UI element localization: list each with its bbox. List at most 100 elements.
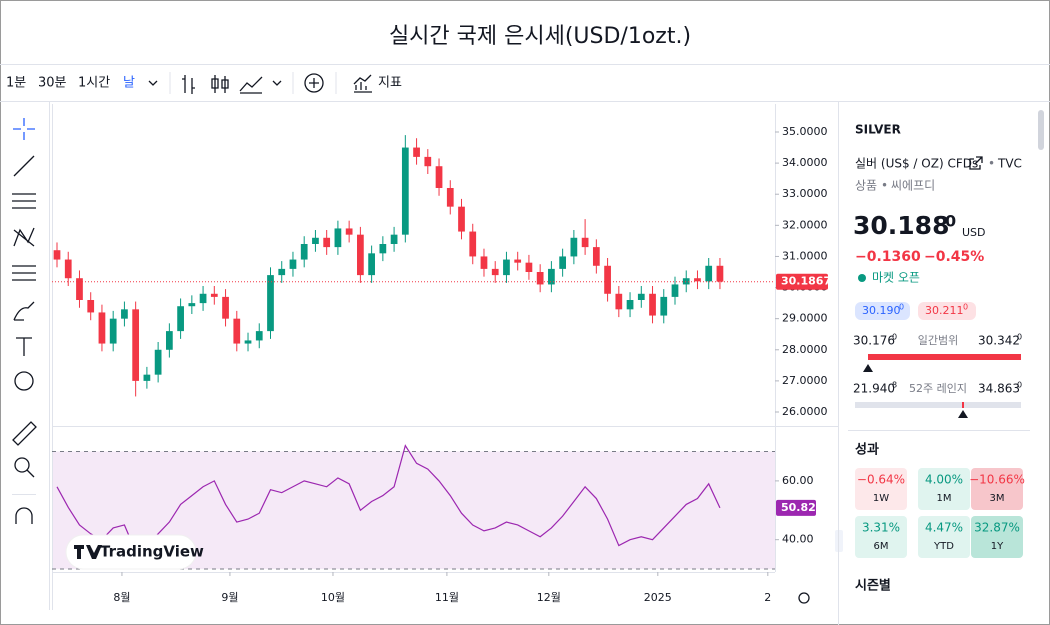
candle-body [469,231,477,257]
indicator-button[interactable]: 지표 [378,76,402,91]
day-low: 30.176 [853,334,895,348]
candle-style-icon[interactable] [211,75,229,93]
candle-body [121,309,128,319]
candle-body [592,247,600,266]
performance-period: 3M [990,493,1005,504]
day-range-marker [863,364,873,372]
magnet-tool[interactable] [15,507,33,524]
candle-body [76,278,83,300]
candle-body [132,309,140,381]
indicator-icon[interactable] [353,74,372,93]
candle-body [413,147,420,157]
performance-cell [855,516,907,558]
week52-range-label: 52주 레인지 [909,382,967,395]
ask-pill [918,302,976,320]
ruler-tool[interactable] [12,421,37,446]
symbol-description: 실버 (US$ / OZ) CFDs [855,157,978,171]
week52-low-sup: 8 [892,381,897,390]
candle-body [446,188,454,207]
area-style-icon[interactable] [239,76,263,94]
drawing-tools [12,102,50,610]
y-tick-label: 31.0000 [782,249,828,262]
brush-tool[interactable] [13,301,35,321]
candle-body [87,300,95,313]
style-dropdown[interactable] [272,80,282,86]
performance-value: −0.64% [857,473,905,487]
forecast-tool[interactable] [12,265,36,281]
performance-value: −10.66% [969,473,1025,487]
performance-period: 1W [873,493,889,504]
candle-body [705,265,713,282]
interval-30m[interactable]: 30분 [38,76,67,91]
y-tick-label: 27.0000 [782,374,828,387]
text-tool[interactable] [16,337,32,356]
performance-cell [971,468,1023,510]
toolbar: 1분 30분 1시간 날 지표 [6,72,402,94]
interval-day[interactable]: 날 [123,76,135,91]
candle-body [525,262,533,272]
bar-style-icon[interactable] [182,75,195,94]
candle-body [188,303,196,307]
watermark-text: TradingView [100,543,204,561]
external-link-icon[interactable] [969,156,983,170]
ask-sup: 0 [963,303,968,312]
day-range-label: 일간범위 [918,333,958,347]
candle-body [323,237,331,248]
crosshair-tool[interactable] [13,118,35,140]
candle-body [559,256,567,269]
bid: 30.190 [862,304,901,317]
week52-range-bar [855,402,1021,408]
performance-period: YTD [933,541,954,552]
trendline-tool[interactable] [13,155,35,177]
candle-body [660,296,668,316]
candle-body [491,268,499,276]
candle-body [368,253,375,276]
currency: USD [962,226,986,239]
interval-1h[interactable]: 1시간 [78,76,110,91]
candle-body [503,259,510,276]
interval-1m[interactable]: 1분 [6,76,26,91]
candle-body [312,237,319,244]
candle-body [649,293,656,316]
day-high-sup: 0 [1017,333,1022,342]
performance-cell [855,468,907,510]
performance-period: 1M [937,493,952,504]
candle-body [267,275,274,332]
candle-body [64,259,72,279]
interval-dropdown[interactable] [148,80,158,86]
candle-body [435,166,443,188]
watermark: TradingView [65,534,204,570]
candle-body [458,206,465,232]
chart-area [52,104,838,610]
week52-range-marker [958,410,968,418]
x-tick-label: 11월 [435,591,459,604]
candle-body [289,259,297,269]
watermark-logo [74,545,102,559]
zoom-tool[interactable] [14,457,30,473]
price-sup: 0 [945,212,956,231]
candle-body [300,244,308,260]
x-tick-label: 2025 [644,591,672,604]
pattern-tool[interactable] [13,227,35,247]
bid-sup: 0 [899,303,904,312]
compare-icon[interactable] [304,73,324,93]
sidebar-scrollbar[interactable] [1038,110,1044,150]
candle-body [671,284,679,297]
settings-icon[interactable] [798,592,810,604]
day-high: 30.342 [978,334,1020,348]
candle-body [626,300,634,310]
y-tick-label: 29.0000 [782,312,828,325]
last-price-label: 30.1867 [781,275,831,288]
candle-body [222,296,229,319]
candle-body [637,293,645,300]
status-dot [858,274,866,282]
performance-value: 4.00% [925,473,963,487]
emoji-tool[interactable] [14,371,34,391]
dot: • [988,157,995,171]
candle-body [177,306,184,332]
candle-body [199,293,207,304]
fib-tool[interactable] [12,193,36,209]
candle-body [390,234,398,244]
y-tick-label: 34.0000 [782,156,828,169]
